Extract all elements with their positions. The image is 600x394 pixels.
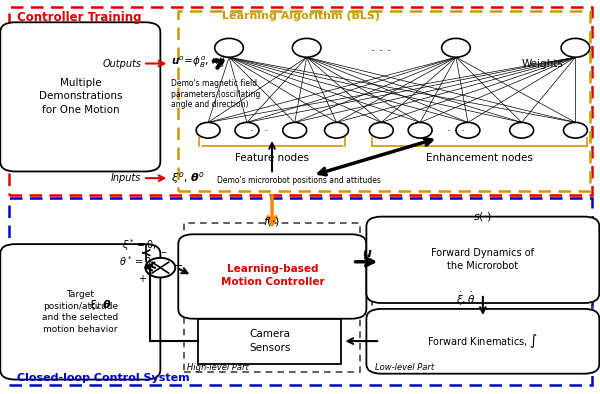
FancyBboxPatch shape (178, 234, 367, 319)
Circle shape (442, 38, 470, 57)
Circle shape (563, 123, 587, 138)
Text: Learning Algorithm (BLS): Learning Algorithm (BLS) (221, 11, 380, 20)
Text: $\theta^* = 0$: $\theta^* = 0$ (119, 254, 152, 268)
Text: −: − (173, 261, 183, 271)
Circle shape (510, 123, 533, 138)
Circle shape (283, 123, 307, 138)
Text: $\boldsymbol{u}$: $\boldsymbol{u}$ (362, 247, 372, 260)
Circle shape (408, 123, 432, 138)
Text: Controller Training: Controller Training (17, 11, 142, 24)
Text: High-level Part: High-level Part (187, 363, 249, 372)
FancyBboxPatch shape (198, 319, 341, 364)
Text: . . .: . . . (447, 123, 465, 133)
Text: Low-level Part: Low-level Part (376, 363, 434, 372)
Circle shape (215, 38, 244, 57)
Text: Camera
Sensors: Camera Sensors (249, 329, 290, 353)
Circle shape (196, 123, 220, 138)
Text: $f(\cdot)$: $f(\cdot)$ (263, 215, 281, 228)
Text: Forward Kinematics, $\int$: Forward Kinematics, $\int$ (427, 332, 538, 350)
FancyBboxPatch shape (367, 309, 599, 374)
Text: . . .: . . . (371, 41, 391, 54)
Circle shape (325, 123, 349, 138)
Circle shape (561, 38, 590, 57)
Text: Multiple
Demonstrations
for One Motion: Multiple Demonstrations for One Motion (38, 78, 122, 115)
FancyBboxPatch shape (367, 217, 599, 303)
Text: Outputs: Outputs (102, 59, 141, 69)
Text: Inputs: Inputs (111, 173, 141, 183)
Text: +: + (138, 274, 146, 284)
Circle shape (456, 123, 480, 138)
FancyBboxPatch shape (0, 22, 160, 171)
Text: $\xi,\, \boldsymbol{\theta}$: $\xi,\, \boldsymbol{\theta}$ (89, 298, 112, 312)
Text: $\dot{\xi},\dot{\theta}$: $\dot{\xi},\dot{\theta}$ (456, 291, 475, 308)
Text: $\xi^o,\, \boldsymbol{\theta}^o$: $\xi^o,\, \boldsymbol{\theta}^o$ (171, 170, 205, 186)
Text: . . .: . . . (250, 123, 268, 133)
Text: Target
position/attitude
and the selected
motion behavior: Target position/attitude and the selecte… (42, 290, 118, 334)
Text: $\xi^* = 0,$: $\xi^* = 0,$ (122, 237, 157, 253)
Text: Demo's magnetic field
parameters (oscillating
angle and direction): Demo's magnetic field parameters (oscill… (171, 79, 260, 109)
Text: Weights: Weights (521, 59, 563, 69)
Text: $^-$: $^-$ (158, 251, 168, 261)
Text: Forward Dynamics of
the Microrobot: Forward Dynamics of the Microrobot (431, 248, 535, 271)
FancyBboxPatch shape (0, 244, 160, 379)
Text: Closed-loop Control System: Closed-loop Control System (17, 374, 190, 383)
Text: Feature nodes: Feature nodes (235, 152, 309, 163)
Circle shape (292, 38, 321, 57)
Circle shape (370, 123, 393, 138)
Text: $\boldsymbol{u}^o\!=\!\phi_B^o,\, n_B^o$: $\boldsymbol{u}^o\!=\!\phi_B^o,\, n_B^o$ (171, 55, 225, 71)
Circle shape (235, 123, 259, 138)
Text: Enhancement nodes: Enhancement nodes (427, 152, 533, 163)
Text: Learning-based
Motion Controller: Learning-based Motion Controller (221, 264, 324, 287)
Circle shape (145, 258, 175, 277)
Text: $s(\cdot)$: $s(\cdot)$ (473, 210, 493, 223)
Text: Demo's microrobot positions and attitudes: Demo's microrobot positions and attitude… (217, 176, 381, 185)
